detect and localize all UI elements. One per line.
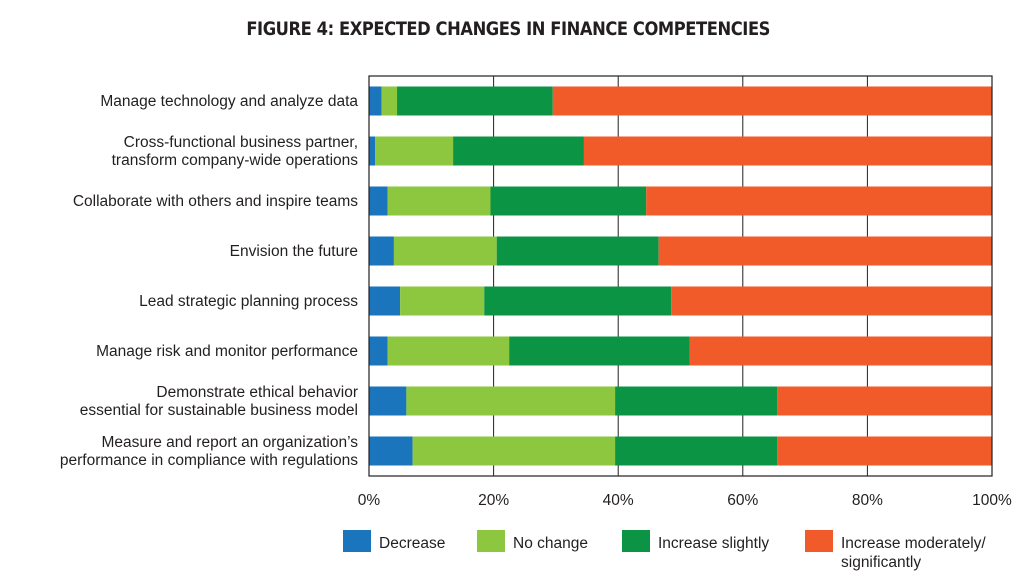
bar-segment [369, 86, 382, 116]
bar-segment [496, 236, 659, 266]
bar-segment [646, 186, 992, 216]
legend-swatch [805, 530, 833, 552]
x-tick-label: 80% [852, 492, 883, 509]
category-label: Cross-functional business partner, transf… [112, 134, 359, 169]
bar-segment [369, 436, 413, 466]
bar-segment [777, 386, 992, 416]
bar-segment [490, 186, 647, 216]
bar-segment [484, 286, 672, 316]
bar-segment [369, 386, 407, 416]
category-labels: Manage technology and analyze data Cross-… [60, 93, 358, 469]
x-tick-label: 60% [727, 492, 758, 509]
bar-segment [381, 86, 398, 116]
plot-frame [368, 75, 993, 477]
bars [369, 86, 992, 466]
legend-swatch [622, 530, 650, 552]
x-tick-labels: 0% 20% 40% 60% 80% 100% [358, 492, 1012, 509]
bar-segment [387, 186, 491, 216]
category-label: Manage risk and monitor performance [96, 343, 358, 360]
bar-segment [387, 336, 510, 366]
legend-label: Increase slightly [658, 535, 769, 552]
bar-segment [375, 136, 454, 166]
legend-label: Increase moderately/significantly [841, 535, 986, 571]
x-tick-label: 20% [478, 492, 509, 509]
legend-label: Decrease [379, 535, 445, 552]
category-label: Manage technology and analyze data [100, 93, 358, 110]
legend-swatch [343, 530, 371, 552]
bar-segment [658, 236, 992, 266]
legend: Decrease No change Increase slightly Increa… [343, 530, 986, 571]
bar-segment [509, 336, 690, 366]
bar-segment [400, 286, 485, 316]
legend-label: No change [513, 535, 588, 552]
category-label: Collaborate with others and inspire team… [73, 193, 358, 210]
bar-segment [393, 236, 497, 266]
category-label: Demonstrate ethical behavior essential fo… [80, 384, 358, 419]
bar-segment [615, 436, 778, 466]
bar-segment [583, 136, 992, 166]
bar-segment [369, 186, 388, 216]
bar-segment [369, 286, 401, 316]
grid-lines [493, 76, 868, 476]
bar-segment [369, 236, 394, 266]
bar-segment [397, 86, 553, 116]
x-tick-label: 100% [972, 492, 1012, 509]
x-tick-label: 40% [603, 492, 634, 509]
category-label: Measure and report an organization’s perf… [60, 434, 358, 469]
legend-swatch [477, 530, 505, 552]
x-tick-label: 0% [358, 492, 381, 509]
category-label: Envision the future [230, 243, 358, 260]
bar-segment [689, 336, 992, 366]
bar-segment [412, 436, 616, 466]
bar-segment [777, 436, 992, 466]
bar-segment [552, 86, 992, 116]
bar-segment [369, 136, 376, 166]
bar-segment [406, 386, 616, 416]
bar-segment [671, 286, 992, 316]
bar-segment [369, 336, 388, 366]
bar-segment [453, 136, 584, 166]
category-label: Lead strategic planning process [139, 293, 358, 310]
bar-segment [615, 386, 778, 416]
chart-title: FIGURE 4: EXPECTED CHANGES IN FINANCE CO… [246, 18, 771, 40]
